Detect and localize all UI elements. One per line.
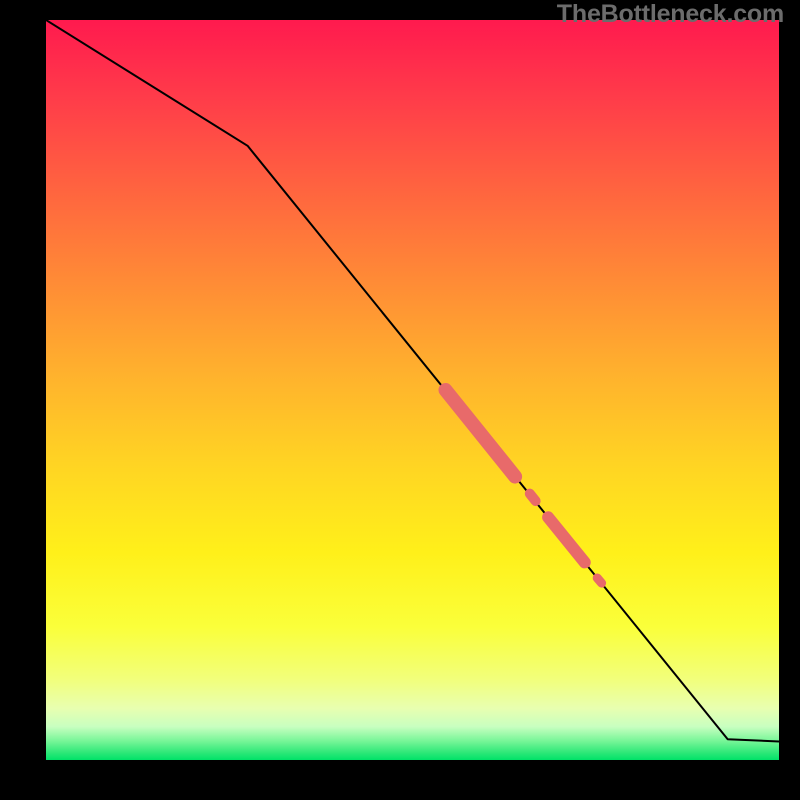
plot-area <box>46 20 779 760</box>
highlight-marker-3 <box>597 578 601 583</box>
plot-background <box>46 20 779 760</box>
figure-canvas: TheBottleneck.com <box>0 0 800 800</box>
watermark-text: TheBottleneck.com <box>557 0 784 29</box>
gradient-chart <box>46 20 779 760</box>
highlight-marker-1 <box>530 494 536 501</box>
